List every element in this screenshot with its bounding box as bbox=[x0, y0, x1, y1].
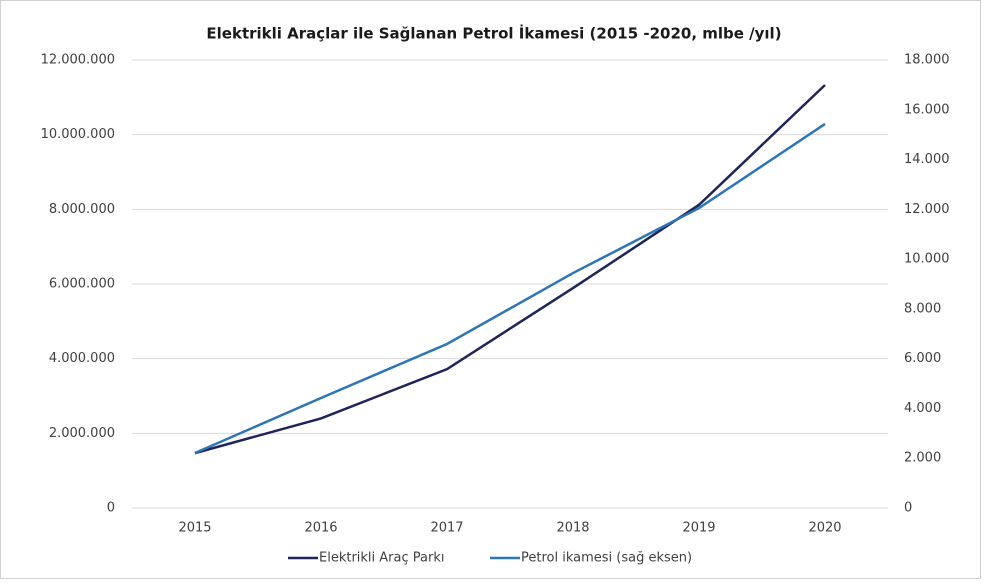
y-tick-label: 8.000.000 bbox=[49, 202, 115, 217]
x-tick-label: 2016 bbox=[304, 521, 337, 536]
y2-tick-label: 10.000 bbox=[904, 252, 950, 267]
y2-tick-label: 2.000 bbox=[904, 451, 941, 466]
x-tick-label: 2020 bbox=[808, 521, 841, 536]
x-tick-label: 2019 bbox=[682, 521, 715, 536]
series-line bbox=[194, 84, 826, 455]
y-tick-label: 12.000.000 bbox=[41, 53, 115, 68]
y-tick-label: 0 bbox=[107, 501, 115, 516]
y2-tick-label: 8.000 bbox=[904, 301, 941, 316]
x-tick-label: 2015 bbox=[178, 521, 211, 536]
y-tick-label: 2.000.000 bbox=[49, 426, 115, 441]
x-tick-label: 2017 bbox=[430, 521, 463, 536]
y-tick-label: 4.000.000 bbox=[49, 351, 115, 366]
y2-tick-label: 18.000 bbox=[904, 53, 950, 68]
y-tick-label: 10.000.000 bbox=[41, 127, 115, 142]
chart-title: Elektrikli Araçlar ile Sağlanan Petrol İ… bbox=[206, 24, 781, 43]
x-tick-label: 2018 bbox=[556, 521, 589, 536]
series-line bbox=[194, 122, 826, 455]
y2-tick-label: 4.000 bbox=[904, 401, 941, 416]
legend-label: Elektrikli Araç Parkı bbox=[319, 551, 444, 566]
y2-tick-label: 14.000 bbox=[904, 152, 950, 167]
legend-label: Petrol ikamesi (sağ eksen) bbox=[521, 551, 692, 566]
y-tick-label: 6.000.000 bbox=[49, 277, 115, 292]
y2-tick-label: 0 bbox=[904, 501, 912, 516]
y2-tick-label: 12.000 bbox=[904, 202, 950, 217]
y2-tick-label: 6.000 bbox=[904, 351, 941, 366]
y2-tick-label: 16.000 bbox=[904, 102, 950, 117]
